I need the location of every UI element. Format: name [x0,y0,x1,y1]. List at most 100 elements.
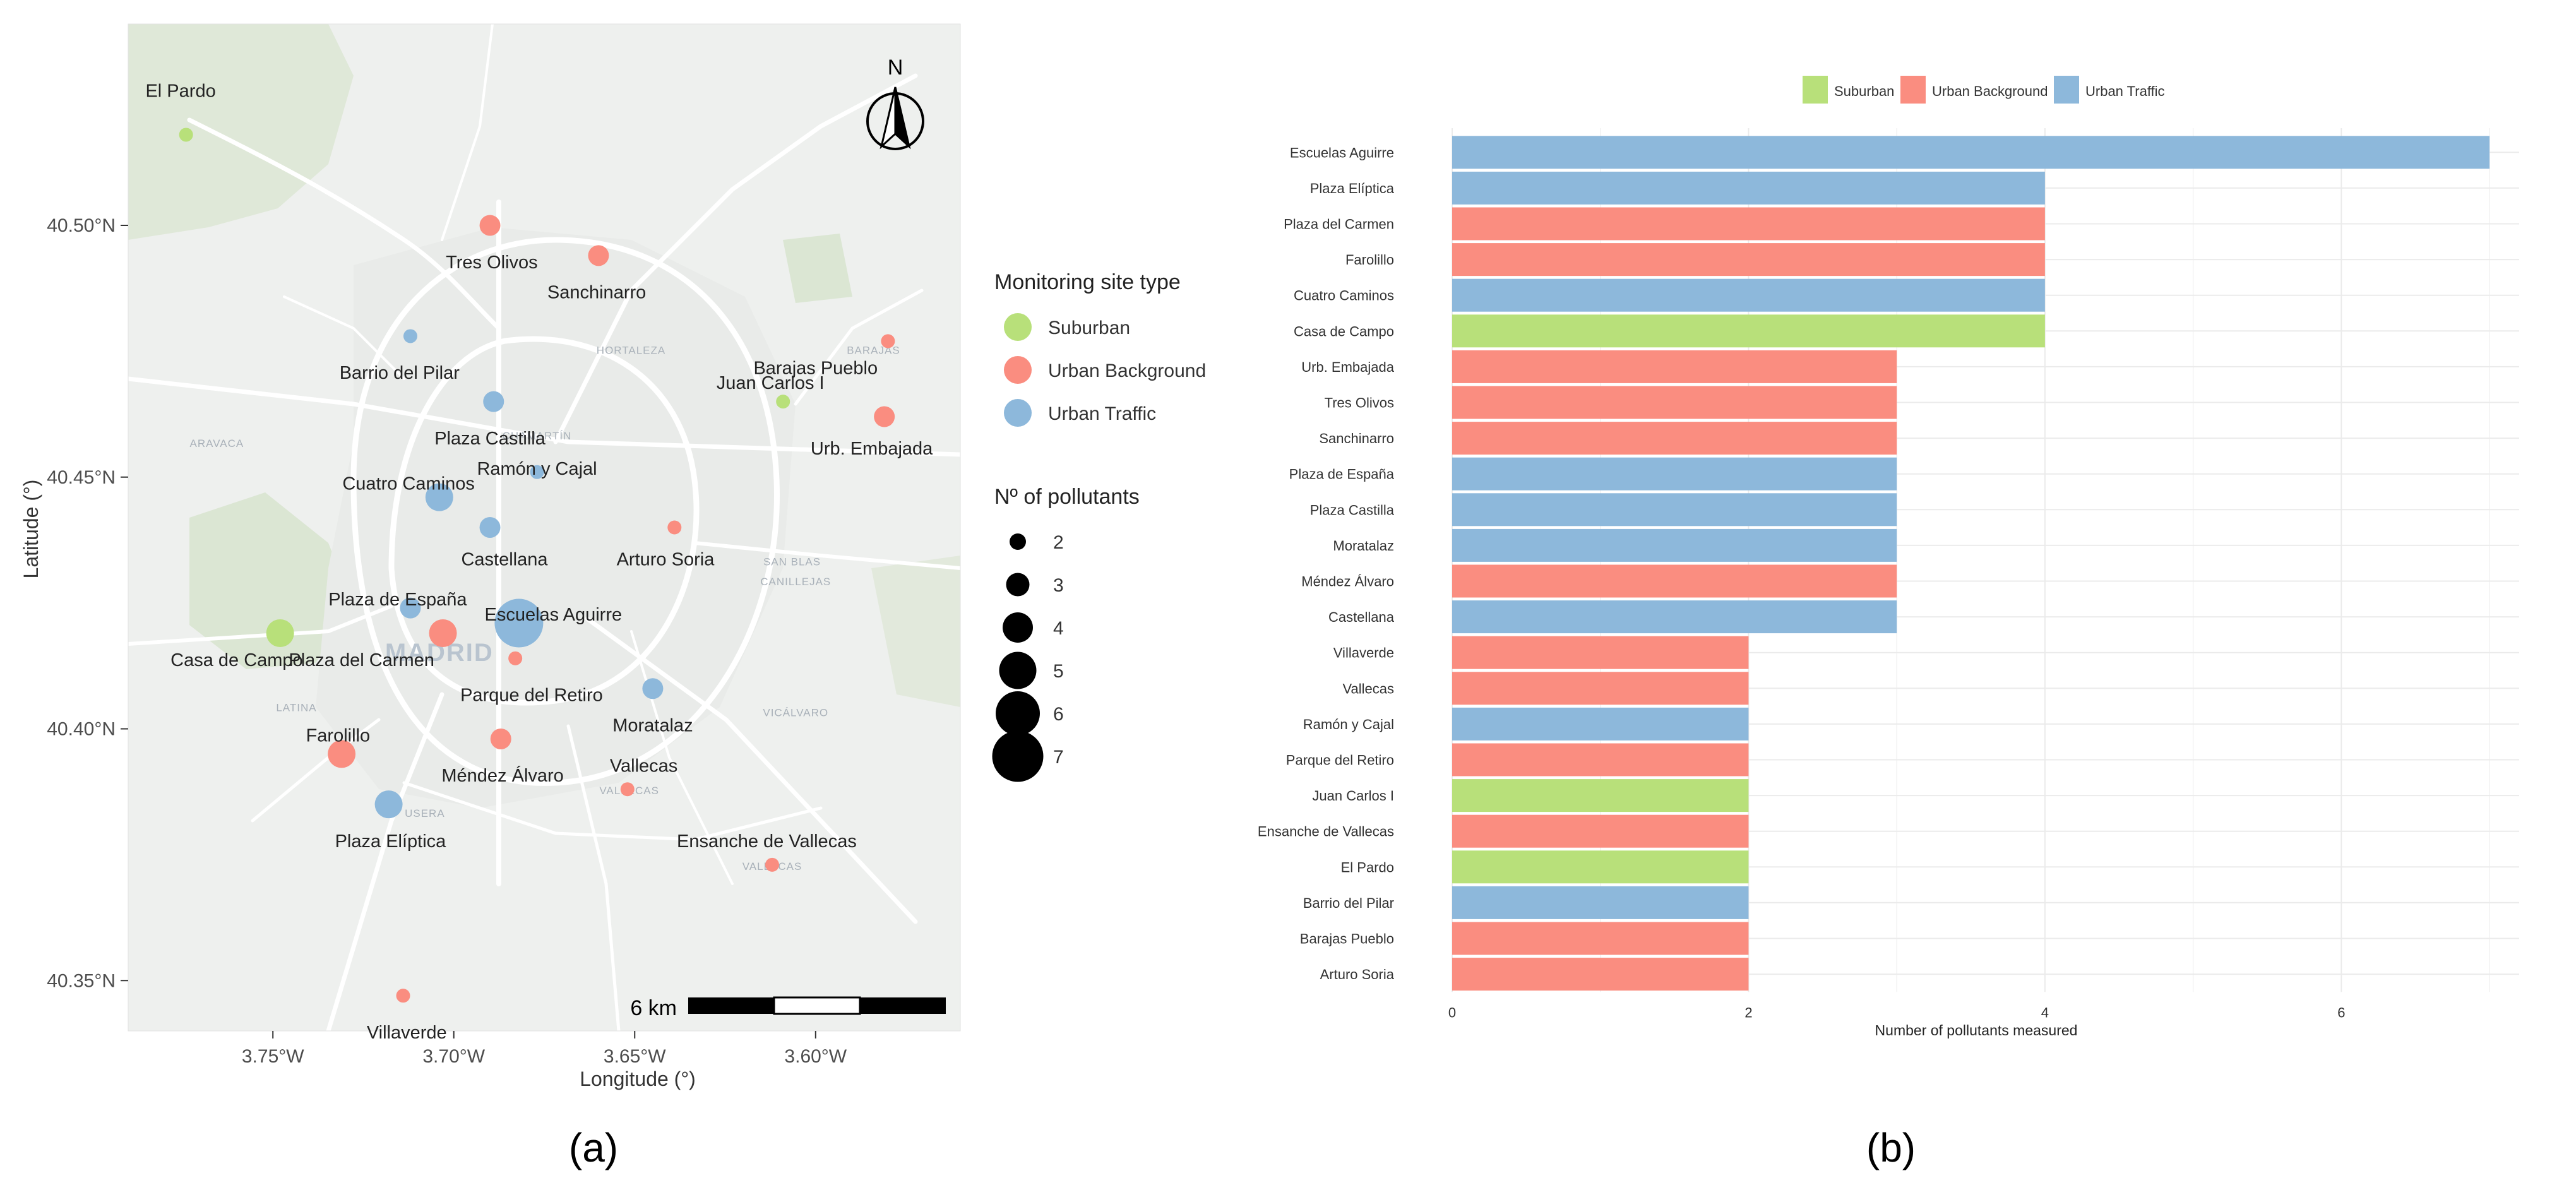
bar-chart-category-labels: Escuelas Aguirre Plaza Elíptica Plaza del … [1258,145,1395,982]
station-label-moratalaz: Moratalaz [612,715,693,735]
station-marker-el-pardo [179,128,193,142]
bar-plaza-castilla [1452,493,1897,527]
bar-category-label-vallecas: Vallecas [1342,681,1394,696]
district-label-hortaleza-0: HORTALEZA [597,344,665,356]
size-key-5 [999,652,1037,689]
station-label-vallecas: Vallecas [610,756,677,776]
station-marker-escuelas-aguirre [494,598,544,648]
map-y-tick-label-40-35-n: 40.35°N [47,970,116,991]
district-label-aravaca-3: ARAVACA [190,437,244,449]
bar-chart-bars [1452,136,2490,991]
bar-ensanche-de-vallecas [1452,814,1749,848]
bar-category-label-villaverde: Villaverde [1333,645,1394,661]
map-x-tick-label-3-60-w: 3.60°W [784,1046,847,1067]
district-label-chamartin-2: CHAMARTÍN [503,430,572,442]
station-label-escuelas-aguirre: Escuelas Aguirre [485,605,623,625]
bar-moratalaz [1452,528,1897,562]
station-marker-juan-carlos-i [776,395,790,409]
station-label-castellana: Castellana [461,549,548,569]
station-label-parque-del-retiro: Parque del Retiro [460,686,603,706]
bar-casa-de-campo [1452,314,2045,348]
map-y-tick-label-40-50-n: 40.50°N [47,215,116,236]
bar-chart-panel: Suburban Urban Background Urban Traffic Es… [1258,76,2519,1170]
station-label-plaza-eliptica: Plaza Elíptica [335,831,447,852]
station-label-urb-embajada: Urb. Embajada [811,439,933,459]
north-arrow-right-half [894,86,911,150]
station-label-plaza-del-carmen: Plaza del Carmen [289,650,434,670]
map-x-tick-label-3-75-w: 3.75°W [242,1046,304,1067]
site-type-legend-title: Monitoring site type [994,270,1181,294]
monte-de-el-pardo-area [128,24,354,240]
scale-bar: 6 km [630,996,946,1020]
pollutant-size-legend-title: Nº of pollutants [994,485,1140,509]
bar-category-label-parque-del-retiro: Parque del Retiro [1286,753,1394,768]
scale-segment-1 [688,997,774,1014]
bar-category-label-ensanche-de-vallecas: Ensanche de Vallecas [1258,824,1394,840]
pollutant-size-legend-items: 2 3 4 5 6 7 [992,532,1064,782]
station-marker-arturo-soria [667,520,682,535]
bar-category-label-escuelas-aguirre: Escuelas Aguirre [1290,145,1394,160]
station-label-farolillo: Farolillo [306,725,371,746]
bar-parque-del-retiro [1452,743,1749,776]
size-key-3 [1006,573,1030,597]
station-marker-plaza-del-carmen [429,619,457,647]
bar-barajas-pueblo [1452,922,1749,955]
north-arrow-circle [866,92,924,150]
map-x-tick-label-3-65-w: 3.65°W [604,1046,666,1067]
bar-category-label-mendez-alvaro: Méndez Álvaro [1301,574,1394,590]
bar-legend-label-suburban: Suburban [1834,83,1894,99]
map-y-axis-title: Latitude (°) [20,480,42,579]
bar-category-label-urb-embajada: Urb. Embajada [1301,359,1395,375]
station-marker-villaverde [396,989,410,1003]
bar-plaza-de-espana [1452,457,1897,491]
urban-area [316,227,796,808]
station-label-mendez-alvaro: Méndez Álvaro [441,765,563,786]
bar-juan-carlos-i [1452,779,1749,812]
bar-x-tick-label-0: 0 [1448,1004,1456,1020]
site-type-label-urban-background: Urban Background [1048,360,1206,381]
station-marker-moratalaz [642,678,664,699]
station-label-ramon-y-cajal: Ramón y Cajal [477,459,597,479]
station-marker-castellana [479,517,501,538]
station-marker-urb-embajada [874,406,895,427]
bar-legend-label-urban-background: Urban Background [1932,83,2048,99]
map-y-tick-label-40-45-n: 40.45°N [47,467,116,488]
bar-tres-olivos [1452,386,1897,419]
station-label-casa-de-campo: Casa de Campo [170,650,303,670]
bar-urb-embajada [1452,350,1897,383]
station-label-barajas-pueblo: Barajas Pueblo [753,358,878,378]
bar-castellana [1452,600,1897,634]
bar-plaza-eliptica [1452,171,2045,205]
station-label-cuatro-caminos: Cuatro Caminos [342,474,475,494]
station-label-ensanche-de-vallecas: Ensanche de Vallecas [677,831,857,852]
bar-category-label-el-pardo: El Pardo [1341,859,1394,875]
bar-villaverde [1452,636,1749,669]
station-label-plaza-de-espana: Plaza de España [328,590,467,610]
bar-el-pardo [1452,850,1749,884]
station-label-juan-carlos-i: Juan Carlos I [717,373,825,393]
station-marker-parque-del-retiro [508,651,523,665]
map-legend: Monitoring site type Suburban Urban Backg… [992,270,1206,782]
site-type-key-urban-background [1004,356,1032,384]
bar-ramon-y-cajal [1452,707,1749,741]
bar-x-axis-title: Number of pollutants measured [1875,1022,2078,1038]
map-y-tick-label-40-40-n: 40.40°N [47,719,116,740]
bar-legend-key-suburban [1803,76,1828,104]
station-label-plaza-castilla: Plaza Castilla [434,429,546,449]
district-label-san-blas-4: SAN BLAS [763,556,821,568]
site-type-legend-items: Suburban Urban Background Urban Traffic [1004,313,1206,427]
size-label-2: 2 [1053,532,1064,553]
bar-category-label-arturo-soria: Arturo Soria [1320,967,1395,982]
site-type-key-urban-traffic [1004,399,1032,427]
size-label-5: 5 [1053,661,1064,682]
bar-category-label-ramon-y-cajal: Ramón y Cajal [1303,717,1394,732]
site-type-key-suburban [1004,313,1032,341]
district-label-vicalvaro-8: VICÁLVARO [763,707,828,719]
north-label: N [888,56,903,80]
map-frame [128,23,961,1032]
bar-category-label-barrio-del-pilar: Barrio del Pilar [1303,895,1394,911]
bar-farolillo [1452,243,2045,277]
bar-escuelas-aguirre [1452,136,2490,169]
